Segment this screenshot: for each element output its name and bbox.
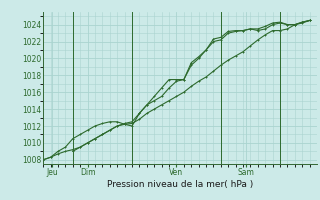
X-axis label: Pression niveau de la mer( hPa ): Pression niveau de la mer( hPa ) [107, 180, 253, 189]
